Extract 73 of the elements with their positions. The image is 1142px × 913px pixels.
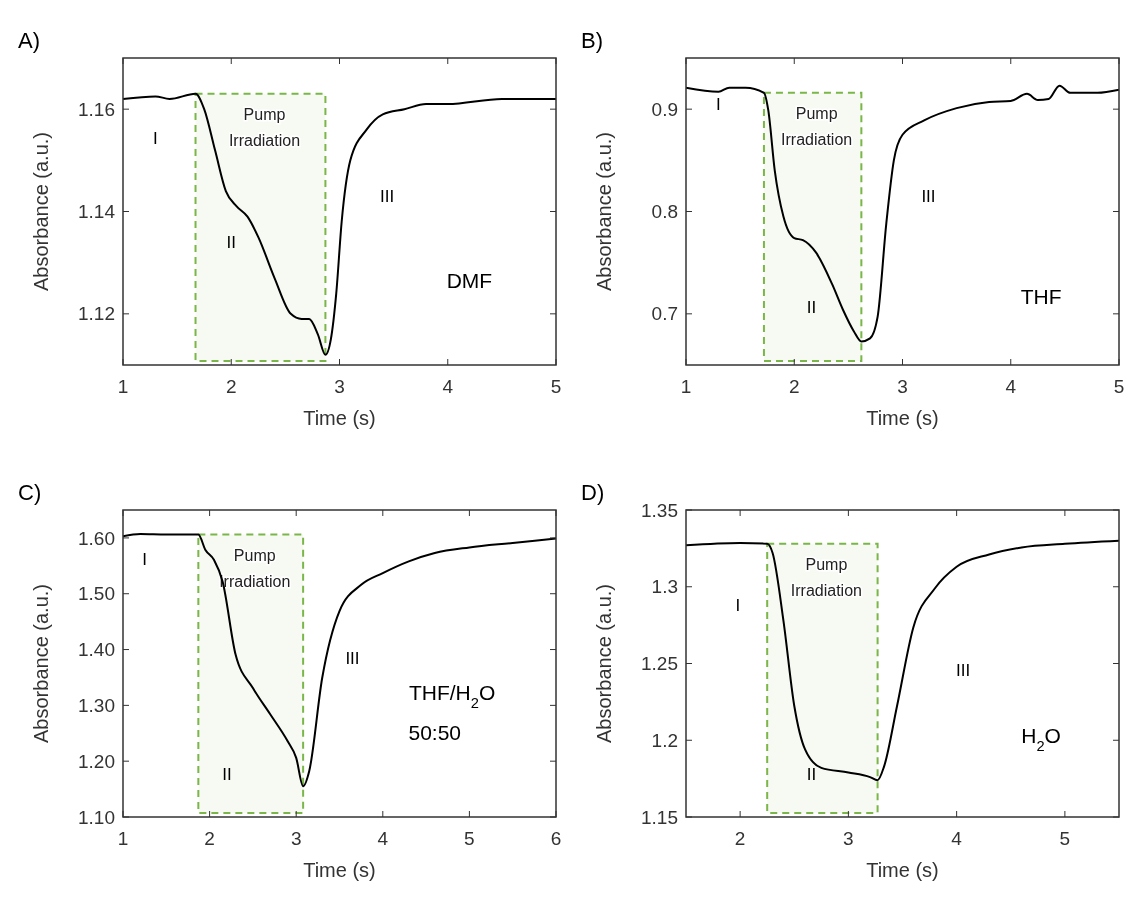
annotation: H$_{2}$O — [1021, 724, 1061, 755]
annotation: I — [735, 596, 741, 616]
annotation: II — [226, 233, 236, 253]
annotation: II — [222, 765, 232, 785]
x-tick-label: 3 — [897, 376, 908, 397]
y-tick-label: 1.30 — [78, 695, 115, 717]
annotation: III — [921, 187, 936, 207]
x-tick-label: 2 — [788, 376, 800, 397]
x-tick-label: 3 — [290, 828, 302, 849]
x-tick-label: 5 — [1113, 376, 1125, 397]
annotation: III — [345, 648, 360, 668]
x-tick-label: 2 — [734, 828, 746, 849]
y-axis-title: Absorbance (a.u.) — [30, 584, 52, 743]
x-tick-label: 6 — [550, 828, 562, 849]
x-tick-label: 5 — [1059, 828, 1071, 849]
annotation: THF — [1020, 284, 1062, 308]
x-tick-label: 5 — [550, 376, 562, 397]
annotation: III — [380, 187, 395, 207]
y-tick-label: 1.50 — [78, 583, 115, 605]
y-tick-label: 1.10 — [78, 806, 115, 828]
y-tick-label: 1.3 — [651, 576, 678, 598]
annotation: II — [806, 765, 817, 785]
band-label: Pump Irradiation — [790, 555, 862, 599]
line-series — [122, 92, 557, 356]
chart-title: C) — [18, 480, 42, 505]
y-tick-label: 1.25 — [641, 653, 678, 675]
y-tick-label: 0.7 — [651, 303, 678, 325]
line-series — [685, 539, 1120, 782]
x-tick-label: 3 — [334, 376, 345, 397]
x-axis-title: Time (s) — [866, 407, 939, 429]
annotation: I — [716, 95, 721, 115]
chart-title: A) — [18, 28, 40, 53]
x-tick-label: 1 — [117, 828, 129, 849]
line-series — [685, 84, 1120, 343]
x-tick-label: 1 — [117, 376, 129, 397]
x-tick-label: 4 — [1005, 376, 1017, 397]
annotation: I — [142, 550, 148, 570]
y-axis-title: Absorbance (a.u.) — [593, 132, 615, 291]
x-tick-label: 4 — [377, 828, 389, 849]
x-tick-label: 4 — [442, 376, 454, 397]
x-tick-label: 2 — [204, 828, 215, 849]
y-tick-label: 1.35 — [641, 499, 678, 521]
annotation: DMF — [446, 269, 493, 293]
y-tick-label: 1.2 — [651, 729, 678, 751]
annotation: THF/H$_{2}$O — [408, 681, 496, 712]
x-axis-title: Time (s) — [303, 859, 376, 881]
x-tick-label: 2 — [225, 376, 237, 397]
annotation: 50:50 — [408, 721, 462, 745]
x-axis-title: Time (s) — [303, 407, 376, 429]
y-tick-label: 1.16 — [78, 98, 115, 120]
chart-title: B) — [581, 28, 603, 53]
annotation: I — [153, 128, 158, 148]
y-tick-label: 1.14 — [78, 201, 116, 223]
y-tick-label: 0.8 — [651, 201, 678, 223]
y-tick-label: 1.20 — [78, 750, 115, 772]
y-tick-label: 1.40 — [78, 639, 115, 661]
annotation: III — [956, 660, 971, 680]
y-tick-label: 0.9 — [651, 98, 678, 120]
x-tick-label: 4 — [951, 828, 963, 849]
y-tick-label: 1.60 — [78, 527, 115, 549]
y-axis-title: Absorbance (a.u.) — [30, 132, 52, 291]
line-series — [122, 533, 557, 788]
x-tick-label: 3 — [843, 828, 854, 849]
annotation: II — [806, 297, 817, 317]
y-tick-label: 1.15 — [641, 806, 678, 828]
x-axis-title: Time (s) — [866, 859, 939, 881]
band-label: Pump Irradiation — [228, 105, 301, 149]
band-label: Pump Irradiation — [781, 104, 853, 148]
x-tick-label: 5 — [464, 828, 475, 849]
x-tick-label: 1 — [680, 376, 692, 397]
chart-title: D) — [581, 480, 605, 505]
y-axis-title: Absorbance (a.u.) — [593, 584, 615, 743]
y-tick-label: 1.12 — [78, 303, 115, 325]
